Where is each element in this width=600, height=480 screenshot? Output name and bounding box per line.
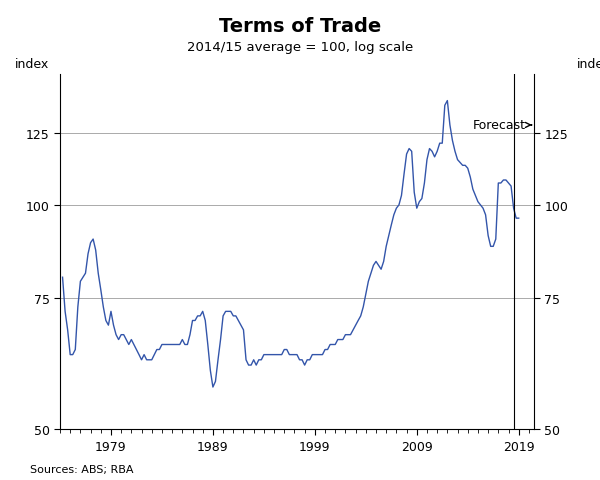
Text: index: index — [577, 58, 600, 71]
Text: 2014/15 average = 100, log scale: 2014/15 average = 100, log scale — [187, 41, 413, 54]
Text: Sources: ABS; RBA: Sources: ABS; RBA — [30, 464, 133, 474]
Text: Forecast: Forecast — [473, 119, 532, 132]
Text: Terms of Trade: Terms of Trade — [219, 17, 381, 36]
Text: index: index — [15, 58, 49, 71]
